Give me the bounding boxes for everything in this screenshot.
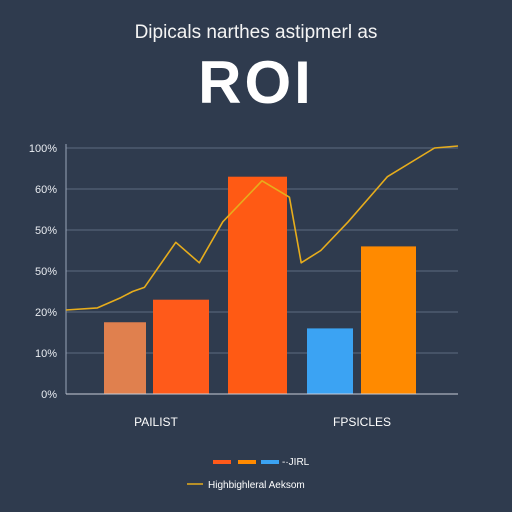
legend-label: Highbighleral Aeksom — [208, 480, 305, 491]
y-tick-label: 50% — [35, 266, 57, 278]
chart-subtitle: Dipicals narthes astipmerl as — [134, 22, 378, 43]
x-category-label: FPSICLES — [333, 415, 391, 429]
chart-title: ROI — [198, 49, 314, 116]
legend-swatch — [261, 460, 279, 464]
bar — [153, 299, 209, 394]
y-tick-label: 10% — [35, 348, 57, 360]
bar — [307, 328, 353, 394]
chart-legend: -·JIRL Highbighleral Aeksom — [187, 457, 310, 491]
trend-line — [65, 145, 459, 311]
bar — [361, 246, 416, 394]
bar — [228, 176, 287, 394]
bar-series — [104, 176, 416, 394]
legend-label: -·JIRL — [282, 457, 310, 468]
y-tick-label: 50% — [35, 225, 57, 237]
y-tick-label: 0% — [41, 389, 57, 401]
y-tick-label: 60% — [35, 184, 57, 196]
y-tick-label: 20% — [35, 307, 57, 319]
y-tick-label: 100% — [29, 143, 57, 155]
legend-swatch — [213, 460, 231, 464]
y-axis: 0% 10% 20% 50% 50% 60% 100% — [29, 143, 67, 401]
bar — [104, 322, 146, 394]
trend-line-series — [65, 145, 459, 311]
legend-swatch — [238, 460, 256, 464]
x-axis: PAILIST FPSICLES — [66, 393, 458, 429]
x-category-label: PAILIST — [134, 415, 178, 429]
